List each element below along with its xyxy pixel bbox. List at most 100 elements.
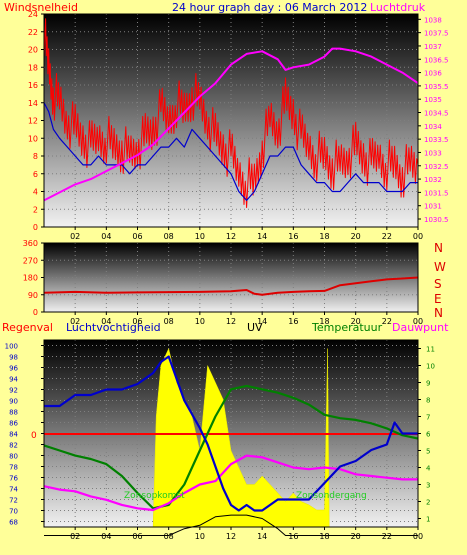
x-tick-label: 00	[413, 232, 423, 241]
x-tick-label: 00	[413, 532, 423, 541]
direction-tick-label: 180	[23, 274, 38, 283]
temperature-label: Temperatuur	[311, 321, 383, 334]
x-tick-label: 20	[351, 232, 361, 241]
x-tick-label: 10	[195, 532, 205, 541]
x-tick-label: 20	[351, 317, 361, 326]
uv-label: UV	[247, 321, 263, 334]
right-tick-label: 1032.5	[424, 163, 449, 171]
temperature-line	[43, 384, 419, 510]
plot-border	[43, 13, 419, 228]
right-tick-label: 1037.5	[424, 30, 449, 38]
left-tick-label: 12	[28, 117, 38, 126]
right-tick-label: 1036	[424, 70, 442, 78]
right-tick-label: 1	[426, 516, 430, 524]
humidity-tick-label: 68	[9, 519, 18, 527]
compass-e: E	[434, 292, 442, 306]
x-tick-label: 22	[382, 232, 392, 241]
wind-direction-plot-area	[44, 243, 418, 312]
wind-pressure-plot-area	[44, 14, 418, 227]
left-tick-label: 8	[33, 152, 38, 161]
plot-border	[43, 242, 419, 313]
direction-tick-label: 270	[23, 256, 38, 265]
compass-n-bottom: N	[434, 306, 443, 320]
x-tick-label: 16	[288, 532, 298, 541]
left-tick-label: 22	[28, 28, 38, 37]
right-tick-label: 7	[426, 414, 430, 422]
right-tick-label: 1031.5	[424, 189, 449, 197]
right-tick-label: 1037	[424, 43, 442, 51]
x-tick-label: 12	[226, 232, 236, 241]
x-tick-label: 14	[257, 232, 267, 241]
humidity-tick-label: 82	[9, 442, 18, 450]
right-tick-label: 5	[426, 448, 430, 456]
right-tick-label: 2	[426, 499, 430, 507]
wind-gust-line	[43, 18, 419, 208]
x-tick-label: 12	[226, 317, 236, 326]
compass-n-top: N	[434, 241, 443, 255]
direction-tick-label: 360	[23, 239, 38, 248]
x-tick-label: 04	[101, 317, 111, 326]
x-tick-label: 06	[132, 232, 142, 241]
x-tick-label: 08	[164, 317, 174, 326]
wind-speed-label: Windsnelheid	[4, 1, 78, 14]
left-tick-label: 4	[33, 188, 38, 197]
chart-title: 24 hour graph day : 06 March 2012	[172, 1, 367, 14]
rain-label: Regenval	[2, 321, 53, 334]
pressure-line	[43, 47, 419, 202]
left-tick-label: 14	[28, 99, 38, 108]
x-tick-label: 18	[319, 232, 329, 241]
plot-border	[43, 339, 419, 528]
humidity-tick-label: 100	[5, 343, 18, 351]
wind-average-line	[43, 102, 418, 201]
rain-zero-label: 0	[31, 431, 37, 441]
humidity-tick-label: 86	[9, 420, 18, 428]
humidity-tick-label: 90	[9, 398, 18, 406]
x-tick-label: 02	[70, 232, 80, 241]
right-tick-label: 1038	[424, 16, 442, 24]
direction-tick-label: 0	[33, 308, 38, 317]
humidity-label: Luchtvochtigheid	[66, 321, 161, 334]
uv-line	[44, 514, 418, 536]
x-tick-label: 20	[351, 532, 361, 541]
sunset-label: Zonsondergang	[296, 491, 367, 501]
left-tick-label: 0	[33, 223, 38, 232]
humidity-tick-label: 96	[9, 365, 18, 373]
x-tick-label: 10	[195, 317, 205, 326]
humidity-tick-label: 94	[9, 376, 18, 384]
right-tick-label: 1034	[424, 123, 442, 131]
x-tick-label: 06	[132, 317, 142, 326]
left-tick-label: 24	[28, 10, 38, 19]
right-tick-label: 9	[426, 380, 430, 388]
humidity-tick-label: 84	[9, 431, 18, 439]
direction-tick-label: 90	[28, 291, 38, 300]
compass-s: S	[434, 277, 442, 291]
humidity-tick-label: 70	[9, 508, 18, 516]
x-tick-label: 12	[226, 532, 236, 541]
left-tick-label: 6	[33, 170, 38, 179]
x-tick-label: 10	[195, 232, 205, 241]
humidity-tick-label: 80	[9, 453, 18, 461]
x-tick-label: 02	[70, 532, 80, 541]
right-tick-label: 1033	[424, 149, 442, 157]
humidity-tick-label: 88	[9, 409, 18, 417]
right-tick-label: 6	[426, 431, 431, 439]
humidity-tick-label: 98	[9, 354, 18, 362]
right-tick-label: 10	[426, 363, 435, 371]
dewpoint-line	[43, 454, 418, 512]
right-tick-label: 1035	[424, 96, 442, 104]
right-tick-label: 11	[426, 346, 435, 354]
right-tick-label: 1032	[424, 176, 442, 184]
x-tick-label: 02	[70, 317, 80, 326]
right-tick-label: 1036.5	[424, 56, 449, 64]
wind-direction-line	[43, 276, 419, 296]
right-tick-label: 8	[426, 397, 430, 405]
humidity-tick-label: 76	[9, 475, 18, 483]
left-tick-label: 20	[28, 46, 38, 55]
humidity-line	[44, 355, 418, 512]
x-tick-label: 14	[257, 532, 267, 541]
left-tick-label: 2	[33, 205, 38, 214]
x-tick-label: 06	[132, 532, 142, 541]
x-tick-label: 08	[164, 532, 174, 541]
